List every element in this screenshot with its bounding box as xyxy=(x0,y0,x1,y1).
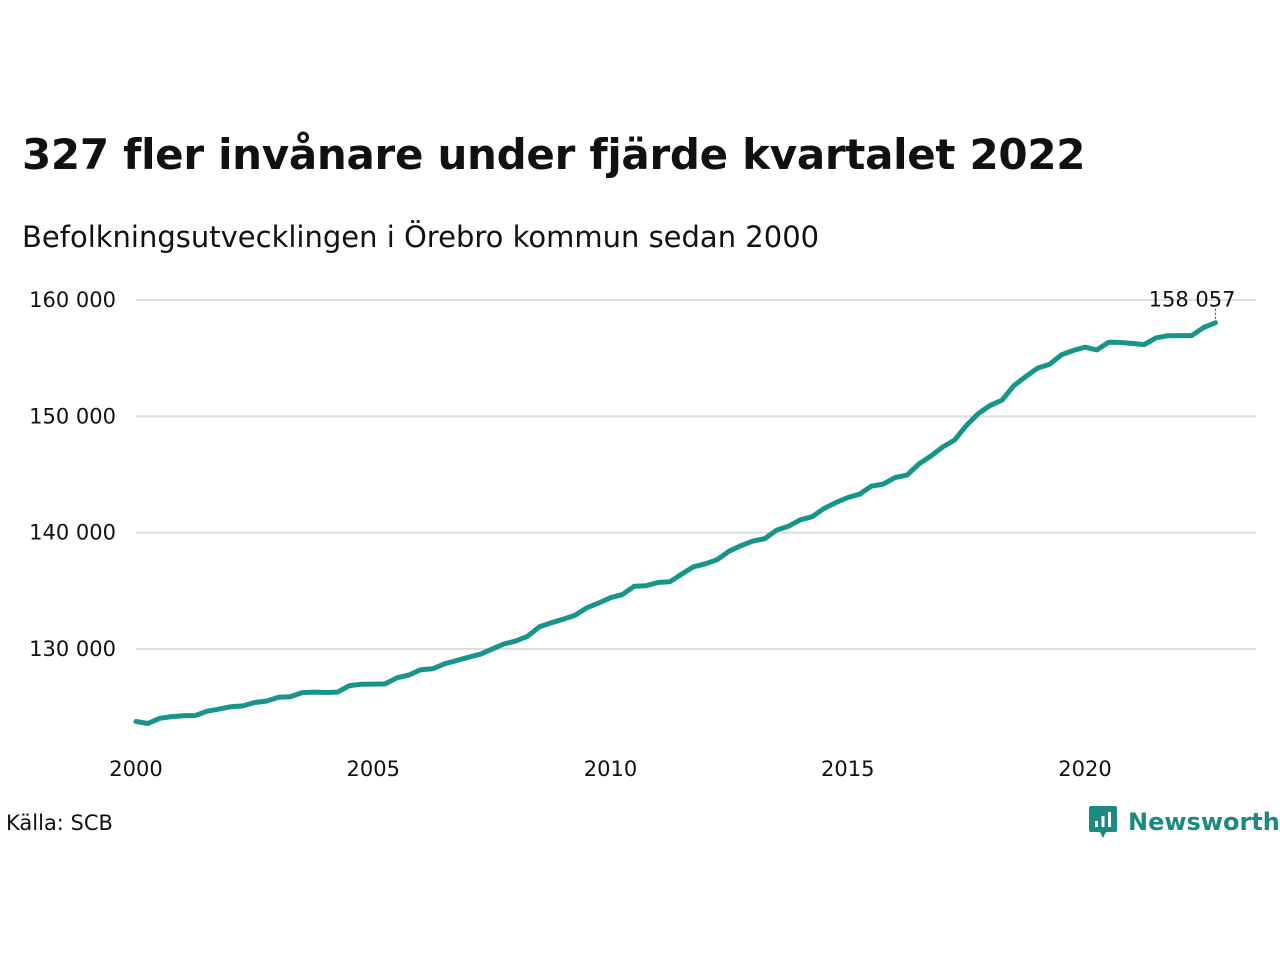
x-tick-label: 2020 xyxy=(1058,757,1111,781)
brand-logo: Newsworthy xyxy=(1088,803,1280,841)
x-tick-label: 2010 xyxy=(584,757,637,781)
x-axis-ticks: 2000 2005 2010 2015 2020 xyxy=(109,757,1111,781)
chart-title: 327 fler invånare under fjärde kvartalet… xyxy=(22,130,1086,179)
y-tick-label: 140 000 xyxy=(29,521,116,545)
gridlines xyxy=(136,299,1256,650)
source-note: Källa: SCB xyxy=(6,811,113,835)
newsworthy-logo-icon xyxy=(1089,806,1117,838)
line-chart: 130 000 140 000 150 000 160 000 2000 2005 201… xyxy=(29,288,1256,781)
brand-name: Newsworthy xyxy=(1128,808,1280,836)
x-tick-label: 2000 xyxy=(109,757,162,781)
chart-subtitle: Befolkningsutvecklingen i Örebro kommun … xyxy=(22,220,820,254)
end-value-label: 158 057 xyxy=(1149,288,1236,312)
y-tick-label: 130 000 xyxy=(29,637,116,661)
x-tick-label: 2005 xyxy=(347,757,400,781)
y-tick-label: 150 000 xyxy=(29,404,116,428)
y-tick-label: 160 000 xyxy=(29,288,116,312)
x-tick-label: 2015 xyxy=(821,757,874,781)
y-axis-ticks: 130 000 140 000 150 000 160 000 xyxy=(29,288,116,661)
series-line-population xyxy=(133,320,1218,726)
